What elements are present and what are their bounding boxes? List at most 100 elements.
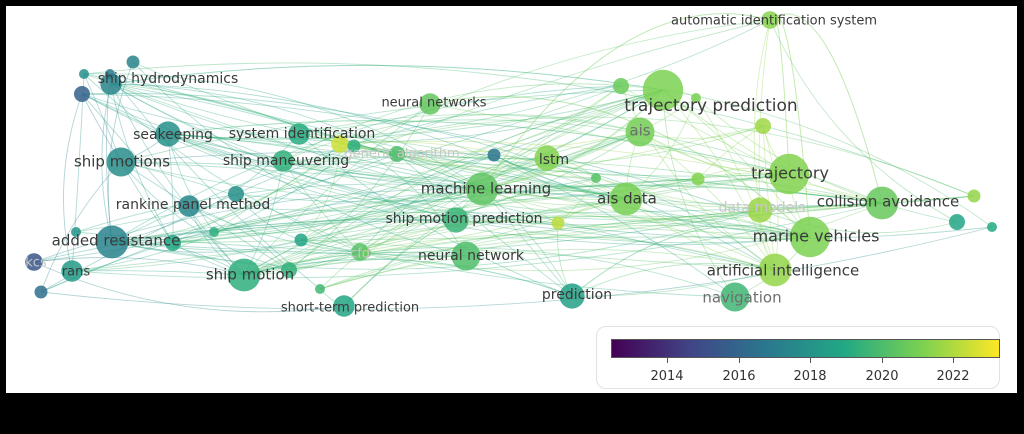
edge (339, 143, 597, 179)
edge (120, 161, 290, 271)
keyword-node[interactable] (106, 147, 136, 177)
edge (762, 125, 779, 271)
edge (298, 133, 573, 297)
edge (300, 239, 776, 271)
keyword-label: prediction (542, 287, 612, 303)
keyword-node[interactable] (25, 253, 43, 271)
keyword-node[interactable] (227, 258, 261, 292)
edge (243, 218, 457, 276)
keyword-node[interactable] (625, 117, 655, 147)
keyword-node[interactable] (347, 139, 361, 153)
edge (83, 73, 361, 253)
edge (132, 61, 975, 207)
legend-tick-label: 2016 (722, 369, 756, 384)
edge (359, 154, 495, 253)
keyword-node[interactable] (126, 55, 140, 69)
keyword-node[interactable] (967, 189, 981, 203)
keyword-node[interactable] (761, 11, 779, 29)
keyword-node[interactable] (551, 216, 565, 230)
keyword-node[interactable] (272, 150, 294, 172)
edge (571, 262, 776, 297)
keyword-node[interactable] (613, 78, 629, 94)
keyword-node[interactable] (691, 172, 705, 186)
keyword-node[interactable] (95, 225, 129, 259)
keyword-node[interactable] (534, 145, 560, 171)
keyword-node[interactable] (987, 222, 997, 232)
edge (481, 131, 641, 190)
legend-tick (667, 358, 668, 363)
edges-layer (33, 12, 993, 313)
keyword-node[interactable] (389, 146, 405, 162)
edge (172, 188, 483, 244)
keyword-node[interactable] (228, 186, 244, 202)
keyword-label: ais (629, 122, 650, 140)
edge (359, 234, 776, 271)
edge (481, 188, 776, 271)
keyword-node[interactable] (361, 248, 371, 258)
edge (769, 13, 883, 204)
keyword-node[interactable] (315, 284, 325, 294)
keyword-node[interactable] (591, 173, 601, 183)
keyword-node[interactable] (768, 153, 810, 195)
edge (396, 153, 627, 200)
keyword-node[interactable] (465, 172, 499, 206)
edge (481, 188, 627, 206)
keyword-node[interactable] (165, 235, 181, 251)
keyword-node[interactable] (451, 241, 481, 271)
edge (288, 103, 431, 271)
edge (298, 133, 548, 160)
network-canvas: automatic identification system ship hydr… (25, 11, 997, 317)
legend-tick-label: 2020 (865, 369, 899, 384)
keyword-node[interactable] (61, 260, 83, 282)
keyword-node[interactable] (100, 73, 122, 95)
edge (481, 89, 664, 190)
keyword-node[interactable] (487, 148, 501, 162)
edge (662, 89, 776, 271)
keyword-node[interactable] (559, 283, 585, 309)
keyword-node[interactable] (691, 93, 701, 103)
edge (110, 83, 245, 276)
keyword-node[interactable] (105, 69, 115, 79)
keyword-node[interactable] (71, 227, 81, 237)
edge (111, 178, 699, 243)
edge (83, 62, 975, 197)
edge (172, 131, 641, 244)
keyword-node[interactable] (178, 195, 200, 217)
keyword-node[interactable] (789, 216, 831, 258)
keyword-node[interactable] (642, 69, 684, 111)
keyword-node[interactable] (34, 285, 48, 299)
keyword-node[interactable] (288, 123, 310, 145)
keyword-node[interactable] (209, 227, 219, 237)
keyword-node[interactable] (949, 214, 965, 230)
nodes-layer (25, 11, 997, 317)
keyword-node[interactable] (747, 197, 773, 223)
edge (353, 125, 764, 166)
edge (188, 205, 290, 271)
edge (282, 114, 641, 162)
keyword-node[interactable] (74, 86, 90, 102)
keyword-label: neural network (418, 248, 525, 264)
keyword-node[interactable] (79, 69, 89, 79)
keyword-node[interactable] (755, 118, 771, 134)
keyword-node[interactable] (281, 262, 297, 278)
keyword-node[interactable] (720, 282, 750, 312)
edge (111, 209, 761, 270)
edge (620, 85, 776, 271)
edge (111, 89, 664, 243)
edge (759, 209, 958, 234)
keyword-node[interactable] (294, 233, 308, 247)
keyword-node[interactable] (331, 135, 349, 153)
edge (167, 133, 811, 238)
keyword-label: automatic identification system (671, 14, 877, 29)
edge (71, 145, 355, 272)
edge (81, 93, 559, 224)
keyword-node[interactable] (865, 186, 899, 220)
keyword-node[interactable] (155, 121, 181, 147)
keyword-node[interactable] (758, 253, 792, 287)
edge (300, 215, 811, 241)
keyword-node[interactable] (443, 207, 469, 233)
keyword-node[interactable] (333, 295, 355, 317)
edge (571, 224, 811, 297)
keyword-node[interactable] (609, 182, 643, 216)
keyword-node[interactable] (419, 93, 441, 115)
